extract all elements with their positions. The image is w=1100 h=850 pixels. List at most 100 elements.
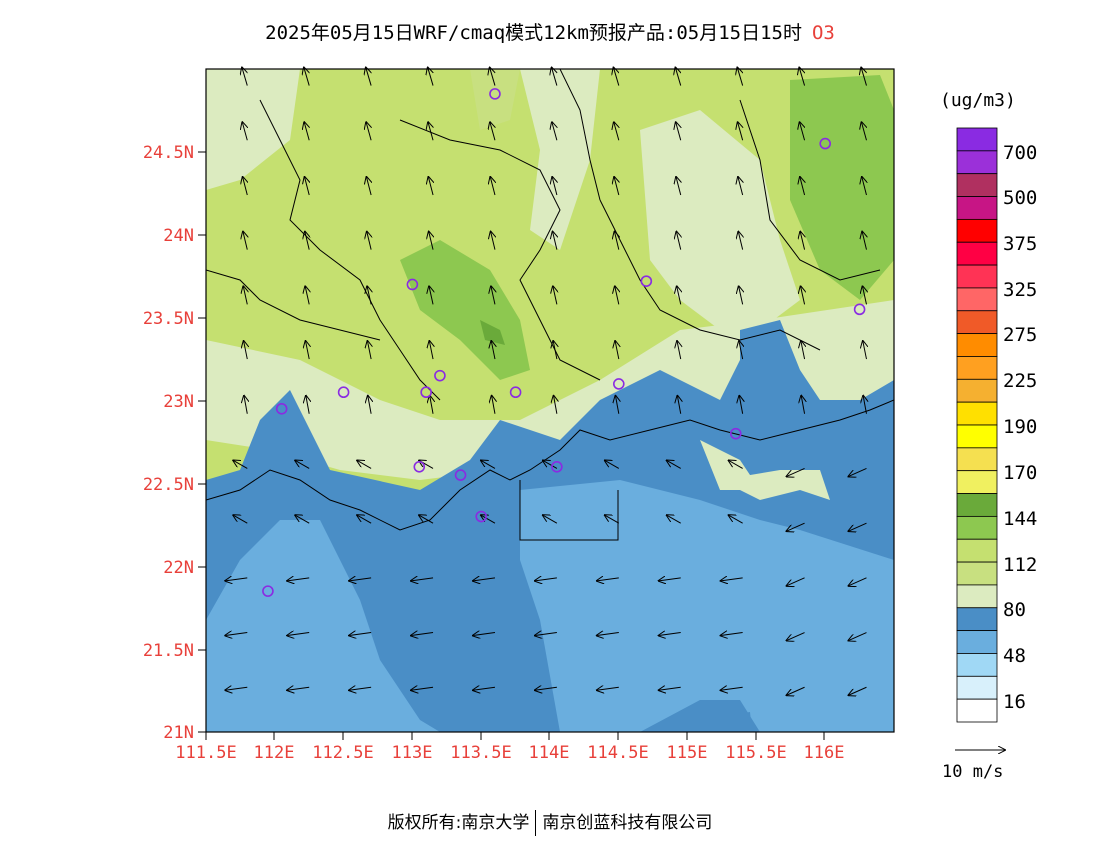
legend-colorbar xyxy=(956,127,998,723)
wind-arrow xyxy=(429,341,433,360)
y-tick-0: 21N xyxy=(163,723,206,743)
legend-swatch xyxy=(956,127,998,152)
footer-copyright: 版权所有:南京大学 xyxy=(387,813,530,833)
wind-arrow xyxy=(543,460,558,469)
x-tick-label: 116E xyxy=(804,743,845,763)
legend-swatch xyxy=(956,264,998,289)
legend-label: 144 xyxy=(1003,508,1037,530)
wind-arrow xyxy=(535,633,557,636)
wind-arrow xyxy=(614,68,619,86)
x-tick-label: 114.5E xyxy=(587,743,648,763)
wind-reference-label: 10 m/s xyxy=(942,762,1004,782)
wind-arrow xyxy=(411,578,434,581)
wind-arrow xyxy=(597,578,619,581)
wind-arrow xyxy=(862,122,867,141)
legend-swatch xyxy=(956,287,998,312)
station-marker xyxy=(420,386,432,399)
wind-arrow xyxy=(597,633,619,636)
x-tick-7: 115E xyxy=(667,732,707,763)
wind-arrow xyxy=(739,341,743,360)
legend-label: 16 xyxy=(1003,691,1026,713)
wind-arrow xyxy=(357,515,372,524)
wind-arrow xyxy=(349,633,372,636)
wind-arrow xyxy=(306,341,310,360)
station-marker xyxy=(262,585,274,597)
wind-arrow xyxy=(304,68,309,86)
wind-arrow xyxy=(244,396,247,414)
wind-arrow xyxy=(863,396,866,414)
wind-arrow xyxy=(305,286,309,305)
x-tick-label: 112.5E xyxy=(312,743,373,763)
legend-swatch xyxy=(956,401,998,426)
wind-arrow xyxy=(862,177,867,196)
wind-arrow xyxy=(597,687,619,690)
y-tick-label: 24.5N xyxy=(143,143,194,163)
station-marker xyxy=(413,460,426,473)
wind-arrow xyxy=(677,396,680,414)
wind-arrow xyxy=(428,177,433,196)
station-marker xyxy=(551,460,563,473)
wind-arrow xyxy=(295,460,310,469)
wind-arrow xyxy=(801,286,805,305)
x-tick-1: 112E xyxy=(254,732,294,763)
station-marker xyxy=(337,386,350,399)
wind-arrow xyxy=(491,232,495,250)
wind-arrow xyxy=(430,396,433,414)
wind-arrow xyxy=(729,515,743,524)
legend-swatch xyxy=(956,607,998,632)
legend-label: 500 xyxy=(1003,187,1037,209)
legend-swatch xyxy=(956,447,998,472)
legend-labels: 700 500 375 325 275 225 190 170 144 112 … xyxy=(1003,142,1037,713)
legend-label: 225 xyxy=(1003,370,1037,392)
title-main: 2025年05月15日WRF/cmaq模式12km预报产品:05月15日15时 xyxy=(265,22,802,44)
legend-swatch xyxy=(956,356,998,380)
wind-arrow xyxy=(848,577,867,586)
station-marker xyxy=(275,402,288,415)
wind-vectors xyxy=(225,68,866,696)
wind-arrow xyxy=(848,686,867,695)
wind-arrow xyxy=(614,177,619,196)
wind-arrow xyxy=(243,177,248,196)
legend-label: 170 xyxy=(1003,462,1037,484)
wind-arrow xyxy=(721,687,743,690)
wind-arrow xyxy=(800,122,805,141)
legend-label: 190 xyxy=(1003,416,1037,438)
wind-arrow xyxy=(242,122,247,141)
wind-arrow xyxy=(368,396,371,414)
wind-arrow xyxy=(614,122,619,141)
y-tick-label: 23N xyxy=(163,392,194,412)
wind-arrow xyxy=(367,341,371,360)
wind-arrow xyxy=(305,232,309,250)
y-tick-3: 22.5N xyxy=(143,475,206,495)
wind-arrow xyxy=(367,232,371,250)
station-marker xyxy=(434,369,446,382)
wind-arrow xyxy=(305,177,310,196)
wind-arrow xyxy=(738,122,743,141)
wind-arrow xyxy=(721,633,743,636)
wind-arrow xyxy=(862,232,866,250)
station-marker xyxy=(729,427,742,440)
wind-arrow xyxy=(473,687,496,690)
station-marker xyxy=(475,510,488,523)
x-tick-9: 116E xyxy=(804,732,845,763)
wind-arrow xyxy=(543,515,558,524)
wind-arrow xyxy=(738,232,742,250)
title-pollutant: O3 xyxy=(811,22,835,44)
wind-arrow xyxy=(739,396,742,414)
wind-arrow xyxy=(605,460,620,469)
wind-arrow xyxy=(243,232,247,250)
wind-arrow xyxy=(490,177,495,196)
legend-swatch xyxy=(956,470,998,494)
wind-arrow xyxy=(287,687,310,690)
x-tick-label: 115.5E xyxy=(725,743,786,763)
wind-arrow xyxy=(787,686,805,695)
legend-swatch xyxy=(956,515,998,540)
x-tick-label: 111.5E xyxy=(175,743,236,763)
wind-arrow xyxy=(848,632,867,641)
x-tick-0: 111.5E xyxy=(175,732,237,763)
wind-arrow xyxy=(492,396,495,414)
chart-title: 2025年05月15日WRF/cmaq模式12km预报产品:05月15日15时 O… xyxy=(0,18,1100,45)
wind-arrow xyxy=(675,68,680,86)
footer-company: 南京创蓝科技有限公司 xyxy=(542,813,713,833)
x-tick-label: 113E xyxy=(392,743,433,763)
